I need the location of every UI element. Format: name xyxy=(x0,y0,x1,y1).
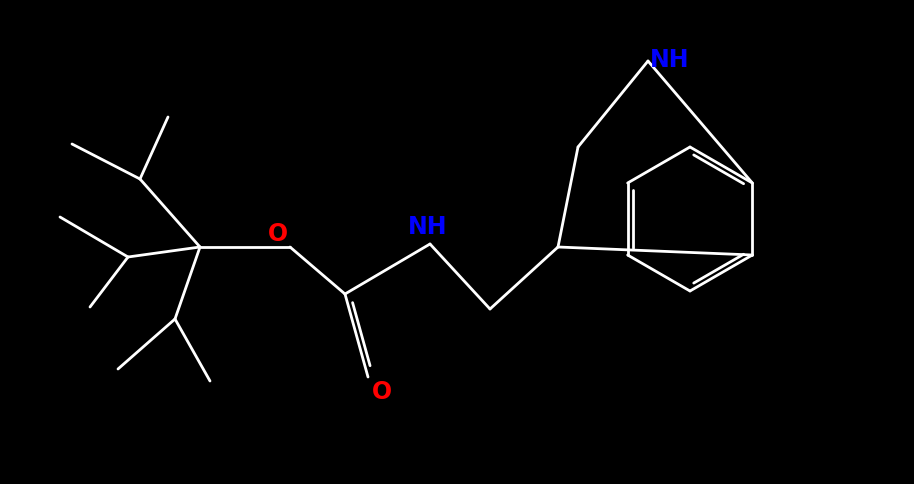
Text: NH: NH xyxy=(409,214,448,239)
Text: O: O xyxy=(268,222,288,245)
Text: NH: NH xyxy=(650,48,690,72)
Text: O: O xyxy=(372,379,392,403)
